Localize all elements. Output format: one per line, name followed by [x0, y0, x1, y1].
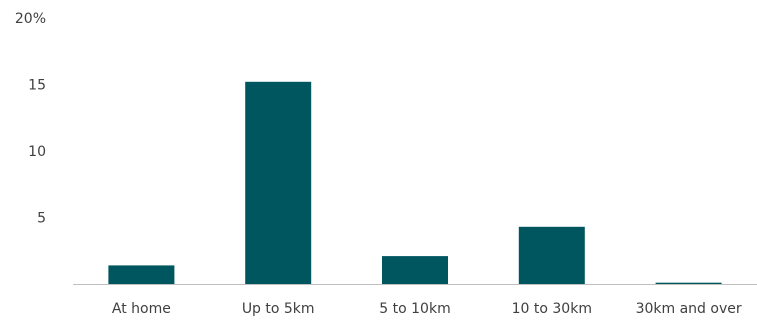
y-tick-label-top: 20%: [15, 11, 46, 27]
y-tick-label: 10: [28, 144, 46, 160]
bar: [518, 226, 585, 284]
y-axis-labels: 5 10 15 20%: [15, 11, 46, 227]
bar: [245, 81, 312, 284]
y-tick-label: 15: [28, 78, 46, 94]
bar: [382, 256, 448, 284]
y-tick-label: 5: [37, 211, 46, 227]
x-category-label: 5 to 10km: [379, 301, 450, 317]
x-category-label: 10 to 30km: [512, 301, 592, 317]
x-axis-labels: At home Up to 5km 5 to 10km 10 to 30km 30km …: [112, 301, 742, 317]
x-category-label: At home: [112, 301, 171, 317]
x-category-label: 30km and over: [636, 301, 742, 317]
bars: [108, 81, 722, 284]
bar: [655, 282, 722, 284]
x-category-label: Up to 5km: [242, 301, 315, 317]
bar: [108, 265, 175, 284]
